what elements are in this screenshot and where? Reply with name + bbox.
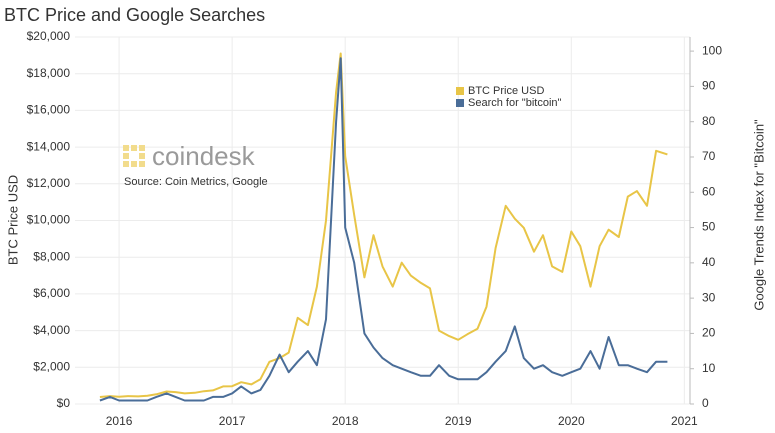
x-tick-label: 2018	[332, 414, 359, 428]
y-tick-label: $18,000	[27, 66, 71, 80]
y2-axis-label: Google Trends Index for "Bitcoin"	[751, 119, 766, 311]
y-tick-label: $0	[57, 396, 71, 410]
y2-tick-label: 90	[702, 79, 716, 93]
y-tick-label: $10,000	[27, 213, 71, 227]
x-tick-label: 2020	[558, 414, 585, 428]
logo-text: coindesk	[152, 141, 256, 171]
y2-tick-label: 100	[702, 43, 722, 57]
y-tick-label: $14,000	[27, 139, 71, 153]
logo-icon	[123, 145, 145, 167]
y2-tick-label: 70	[702, 149, 716, 163]
y2-tick-label: 10	[702, 361, 716, 375]
series-line	[99, 57, 668, 402]
x-tick-label: 2019	[445, 414, 472, 428]
legend-label: Search for "bitcoin"	[468, 97, 562, 109]
y-tick-label: $4,000	[33, 323, 70, 337]
x-tick-label: 2016	[106, 414, 133, 428]
y-tick-label: $12,000	[27, 176, 71, 190]
y-tick-label: $8,000	[33, 249, 70, 263]
grid	[75, 36, 690, 405]
y-tick-label: $20,000	[27, 29, 71, 43]
legend-label: BTC Price USD	[468, 85, 544, 97]
chart-title: BTC Price and Google Searches	[4, 5, 265, 25]
x-tick-label: 2021	[671, 414, 698, 428]
y2-tick-label: 0	[702, 396, 709, 410]
legend-swatch	[456, 87, 464, 95]
y-tick-label: $16,000	[27, 103, 71, 117]
y-tick-label: $2,000	[33, 359, 70, 373]
y2-tick-label: 80	[702, 114, 716, 128]
y2-tick-label: 50	[702, 220, 716, 234]
y2-tick-label: 40	[702, 255, 716, 269]
series-line	[99, 52, 668, 398]
y-axis-label: BTC Price USD	[5, 175, 20, 265]
y2-tick-label: 20	[702, 326, 716, 340]
y-tick-label: $6,000	[33, 286, 70, 300]
y2-tick-label: 60	[702, 184, 716, 198]
x-tick-label: 2017	[219, 414, 246, 428]
legend-swatch	[456, 99, 464, 107]
source-note: Source: Coin Metrics, Google	[124, 176, 268, 188]
y2-tick-label: 30	[702, 290, 716, 304]
